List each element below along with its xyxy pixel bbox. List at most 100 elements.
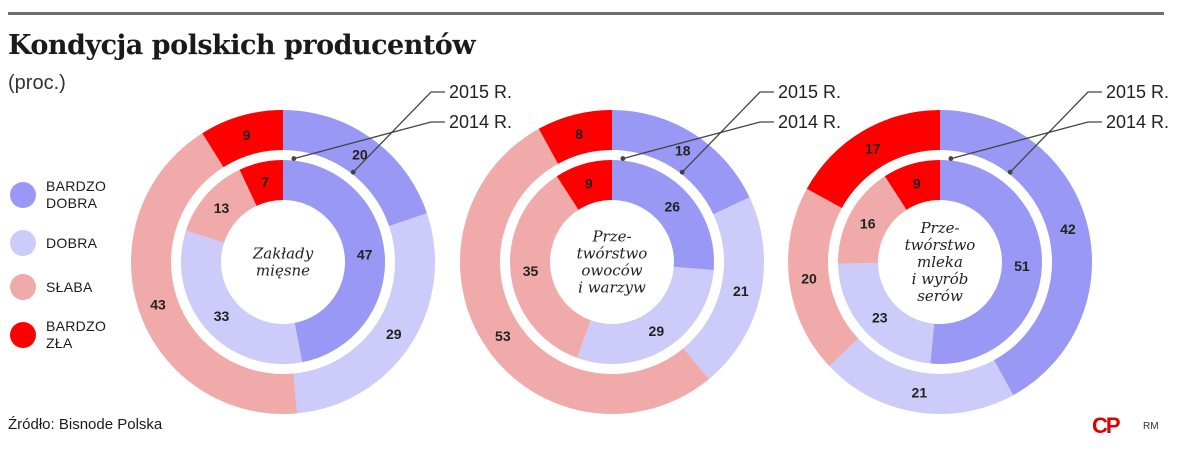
year-label: 2015 R. [778,82,841,102]
year-label: 2014 R. [778,112,841,132]
legend: BARDZO DOBRA DOBRA SŁABA BARDZO ZŁA [10,178,126,370]
center-label-line: twórstwo [905,236,976,254]
segment-value-label: 21 [912,384,928,400]
year-leader-line [950,121,1102,160]
legend-label-line: DOBRA [46,195,98,211]
donut-segment-inner [884,160,940,210]
segment-value-label: 9 [913,175,921,191]
center-label-line: Prze- [919,219,959,237]
year-leader-dot [679,169,685,175]
segment-value-label: 29 [386,326,402,342]
donut-segment-inner [239,160,283,206]
donut-segment-inner [185,169,257,243]
year-label: 2014 R. [1106,112,1169,132]
center-label-line: mleka [917,253,963,271]
legend-swatch-slaba [10,274,36,300]
legend-label-line: SŁABA [46,278,93,295]
ring-separator [503,153,721,371]
center-label-line: i warzyw [578,279,646,297]
year-leader-line [1009,91,1102,173]
legend-item-bardzo-zla: BARDZO ZŁA [10,318,126,352]
legend-swatch-bardzo-dobra [10,182,36,208]
segment-value-label: 13 [214,200,230,216]
legend-label-line: ZŁA [46,335,73,351]
segment-value-label: 20 [801,271,817,287]
legend-label-line: BARDZO [46,178,107,194]
year-leader-line [622,121,774,160]
legend-swatch-dobra [10,230,36,256]
donut-segment-inner [838,262,935,364]
donut-segment-inner [283,160,385,363]
donut-segment-outer [806,110,940,209]
donut-segment-inner [838,176,907,264]
center-label-line: twórstwo [577,245,648,263]
center-label-line: Prze- [591,228,631,246]
segment-value-label: 17 [865,140,881,156]
donut-segment-inner [556,160,612,210]
segment-value-label: 20 [352,147,368,163]
year-leader-line [681,91,774,173]
chart-subtitle: (proc.) [8,72,66,94]
author-credit: RM [1143,421,1159,432]
legend-label-line: DOBRA [46,234,98,251]
segment-value-label: 42 [1060,221,1076,237]
donut-segment-outer [202,110,283,168]
segment-value-label: 53 [495,328,511,344]
segment-value-label: 26 [664,198,680,214]
donut-segment-outer [459,128,709,415]
year-leader-dot [350,169,356,175]
segment-value-label: 8 [575,126,583,142]
legend-item-bardzo-dobra: BARDZO DOBRA [10,178,126,212]
segment-value-label: 47 [357,246,373,262]
donut-segment-outer [612,110,750,215]
segment-value-label: 7 [261,174,269,190]
publisher-logo: CP [1092,413,1121,438]
donut-segment-outer [283,110,427,227]
year-label: 2015 R. [1106,82,1169,102]
center-label-line: mięsne [256,262,310,280]
ring-separator [831,153,1049,371]
donut-segment-outer [829,338,1014,414]
segment-value-label: 16 [860,215,876,231]
legend-item-slaba: SŁABA [10,274,126,300]
center-label-line: serów [917,287,963,305]
donut-segment-outer [683,197,764,380]
donut-segment-inner [510,176,591,358]
year-label: 2014 R. [449,112,512,132]
ring-separator [174,153,392,371]
segment-value-label: 29 [649,323,665,339]
year-leader-dot [1007,169,1013,175]
segment-value-label: 43 [150,296,166,312]
center-label-line: owoców [581,262,642,280]
legend-swatch-bardzo-zla [10,322,36,348]
donut-segment-inner [612,160,714,271]
segment-value-label: 51 [1014,258,1030,274]
year-leader-line [293,121,445,160]
source-note: Źródło: Bisnode Polska [8,416,163,433]
year-leader-dot [620,156,626,161]
donut-segment-outer [787,188,859,367]
legend-label-line: BARDZO [46,318,107,334]
legend-item-dobra: DOBRA [10,230,126,256]
year-leader-dot [948,156,954,161]
year-leader-line [352,91,445,173]
year-leader-dot [291,156,297,161]
segment-value-label: 21 [733,283,749,299]
donut-segment-inner [930,160,1042,364]
segment-value-label: 35 [523,263,539,279]
year-label: 2015 R. [449,82,512,102]
segment-value-label: 23 [872,310,888,326]
donut-segment-outer [293,213,436,414]
donut-segment-inner [181,230,303,364]
center-label-line: Zakłady [252,245,314,263]
donut-segment-outer [538,110,612,164]
donut-segment-outer [130,133,298,414]
donut-segment-outer [940,110,1092,396]
segment-value-label: 9 [585,175,593,191]
center-label-line: i wyrób [912,270,969,288]
chart-title: Kondycja polskich producentów [8,30,476,61]
segment-value-label: 33 [214,308,230,324]
segment-value-label: 9 [243,127,251,143]
donut-segment-inner [577,266,714,364]
